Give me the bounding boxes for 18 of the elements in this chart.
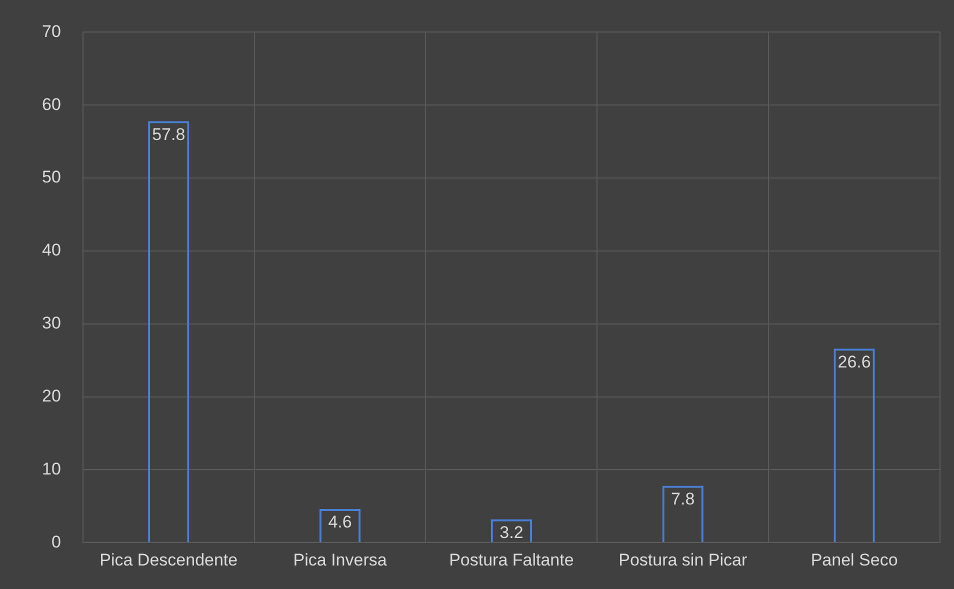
data-label: 3.2 xyxy=(500,522,524,542)
data-label: 7.8 xyxy=(671,489,695,508)
data-label: 4.6 xyxy=(328,512,352,532)
x-tick-label: Postura Faltante xyxy=(449,550,574,570)
y-tick-label: 70 xyxy=(42,22,61,41)
x-tick-label: Postura sin Picar xyxy=(618,550,748,570)
y-tick-label: 30 xyxy=(42,314,61,333)
x-tick-label: Pica Inversa xyxy=(293,550,388,570)
y-tick-label: 50 xyxy=(42,168,61,187)
data-label: 57.8 xyxy=(152,124,186,144)
y-tick-label: 40 xyxy=(42,240,61,260)
x-tick-label: Pica Descendente xyxy=(100,550,238,570)
data-label: 26.6 xyxy=(838,352,871,372)
y-tick-label: 20 xyxy=(42,386,61,406)
y-tick-label: 60 xyxy=(42,94,61,114)
y-tick-label: 0 xyxy=(51,532,61,552)
x-tick-label: Panel Seco xyxy=(810,550,898,570)
y-tick-label: 10 xyxy=(42,459,61,478)
